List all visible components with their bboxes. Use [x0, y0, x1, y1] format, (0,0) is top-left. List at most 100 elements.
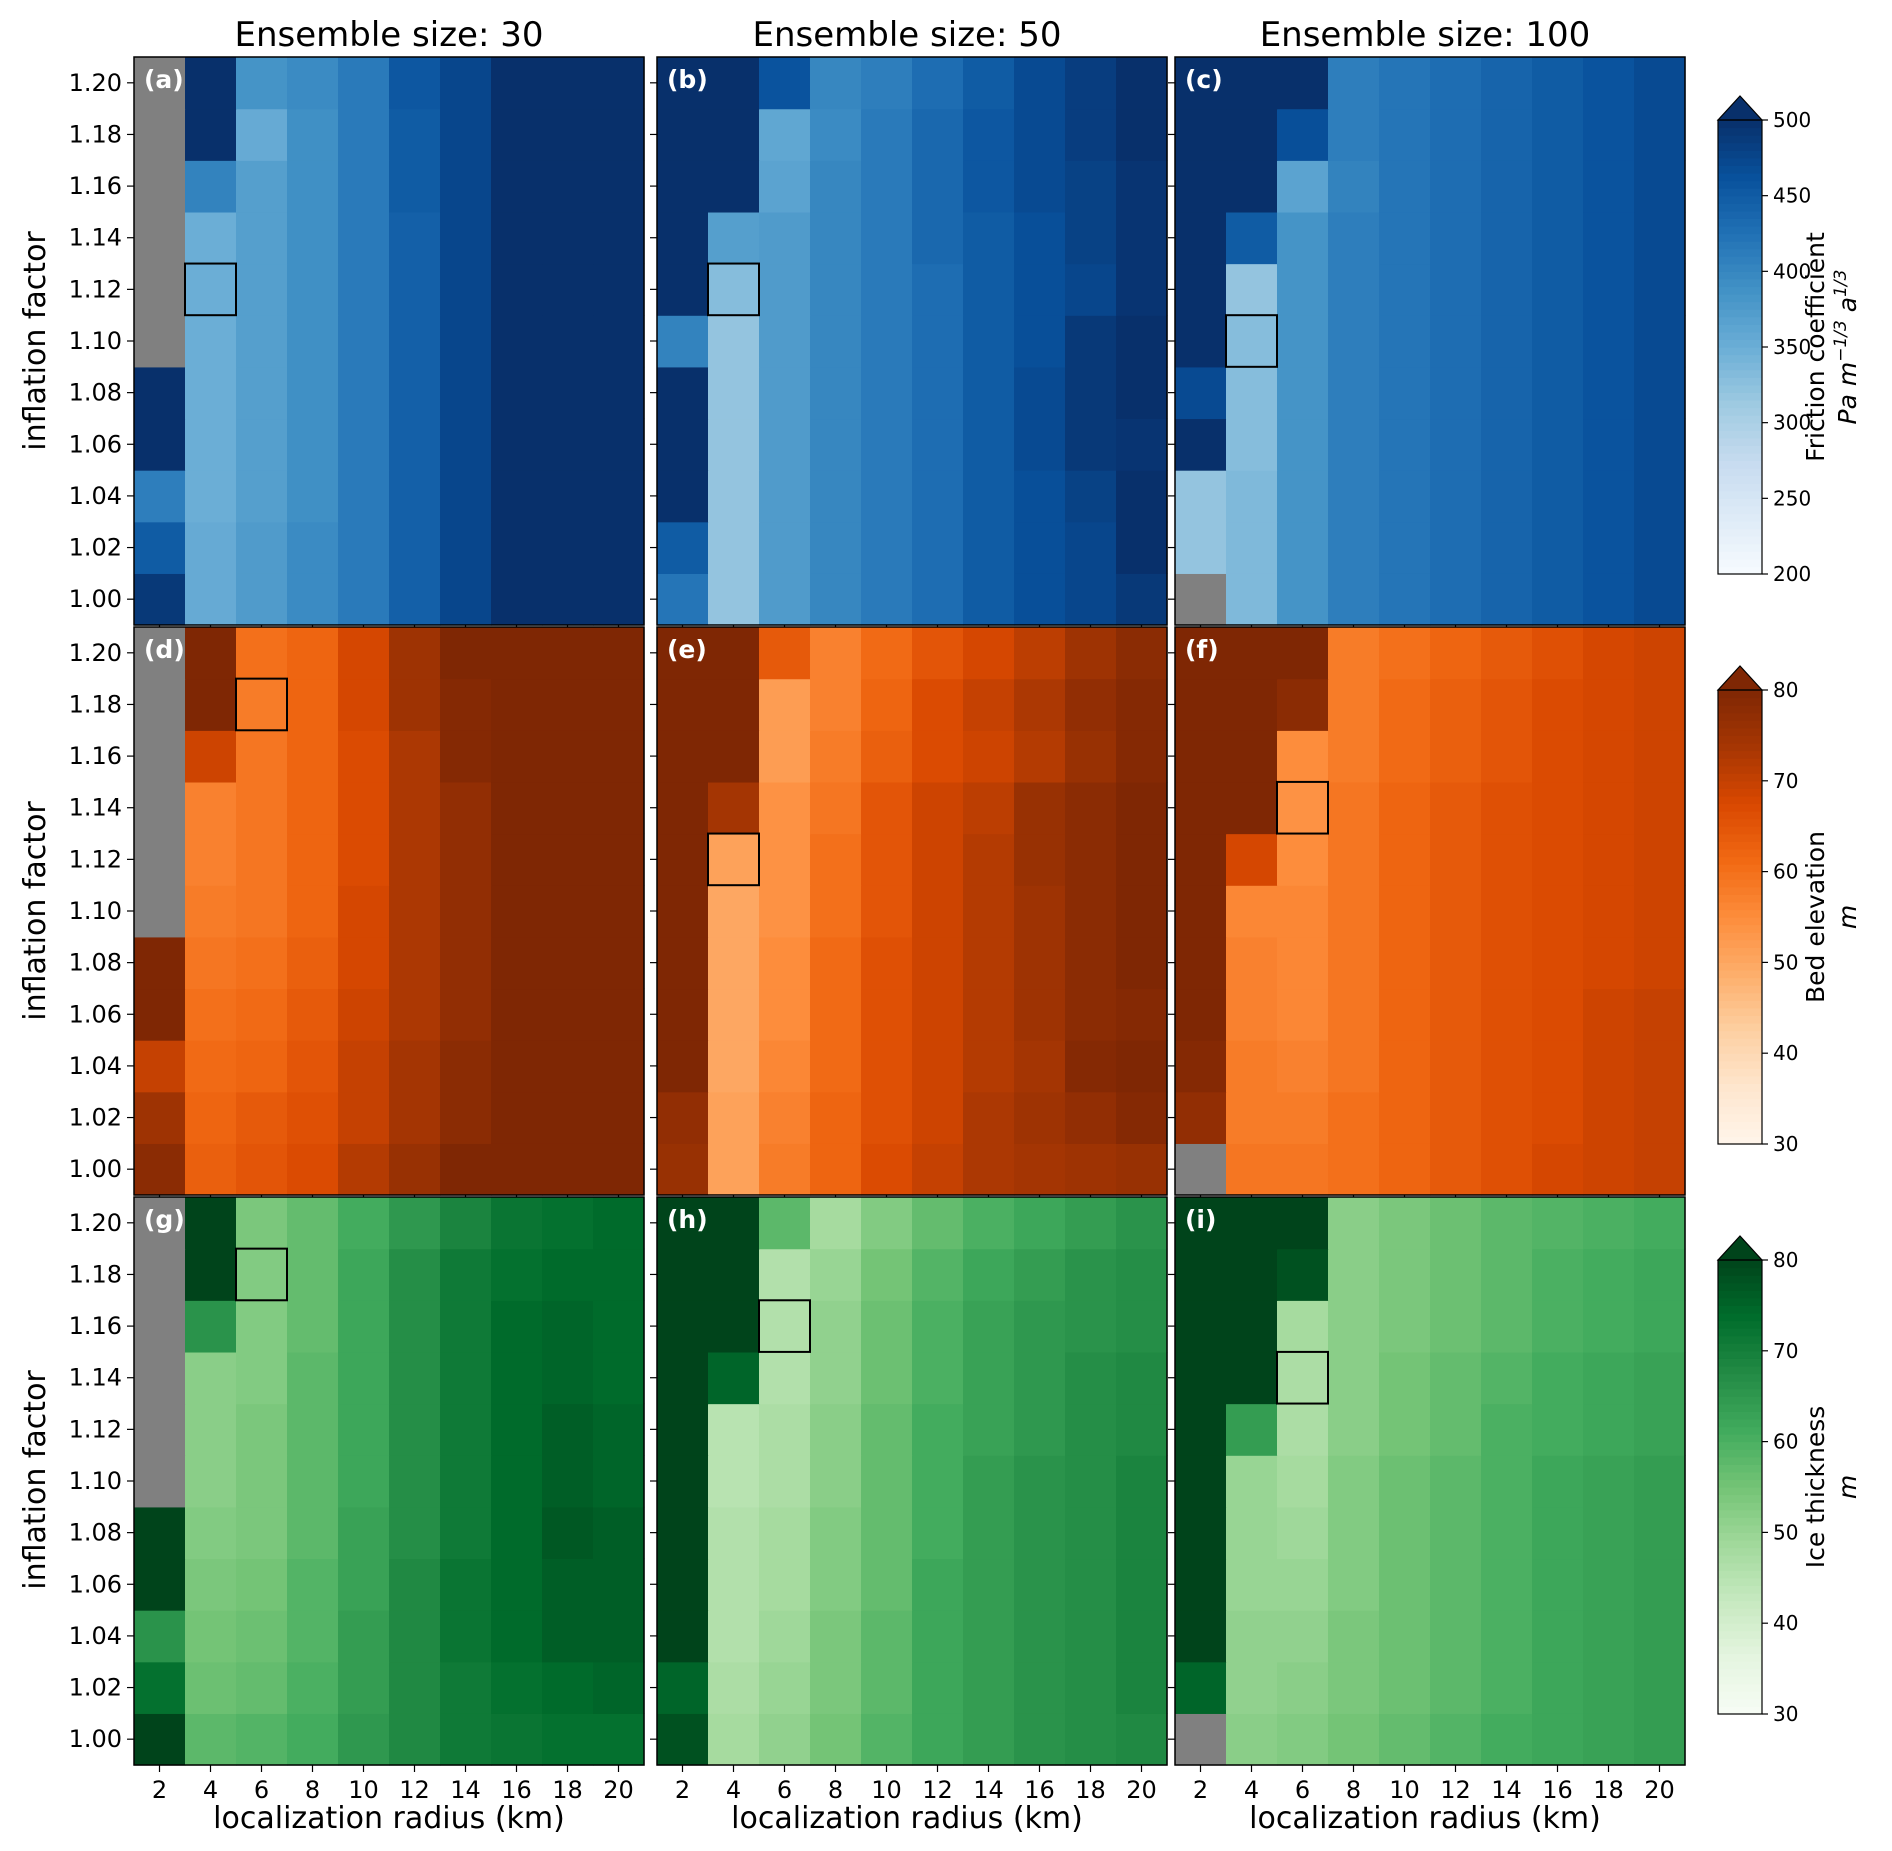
heatmap-cell [657, 160, 709, 213]
heatmap-cell [491, 1091, 543, 1144]
heatmap-cell [1481, 418, 1533, 471]
heatmap-cell [491, 521, 543, 574]
heatmap-cell [134, 833, 186, 886]
heatmap-cell [1116, 57, 1168, 110]
best-setting-highlight [1225, 314, 1278, 368]
colorbar-segment [1718, 871, 1762, 880]
heatmap-cell [657, 1455, 709, 1508]
heatmap-cell [1277, 1197, 1329, 1250]
heatmap-cell [1532, 1610, 1584, 1663]
heatmap-cell [1634, 1143, 1686, 1196]
colorbar-segment [1718, 354, 1762, 363]
heatmap-cell [1065, 366, 1117, 420]
colorbar-segment [1718, 271, 1762, 280]
heatmap-cell [338, 211, 390, 265]
y-tick-label: 1.00 [69, 1725, 122, 1753]
heatmap-cell [338, 1351, 390, 1405]
heatmap-cell [1379, 57, 1431, 110]
heatmap-cell [1226, 160, 1278, 213]
heatmap-cell [708, 418, 760, 471]
colorbar-segment [1718, 1053, 1762, 1062]
heatmap-cell [912, 1197, 964, 1250]
heatmap-cell [912, 627, 964, 680]
heatmap-cell [1328, 730, 1380, 783]
heatmap-cell [1328, 627, 1380, 680]
heatmap-cell [1634, 885, 1686, 938]
heatmap-cell [185, 1248, 237, 1301]
column-title-ens50: Ensemble size: 50 [753, 15, 1062, 55]
colorbar-segment [1718, 1562, 1762, 1571]
heatmap-cell [491, 678, 543, 731]
heatmap-cell [1277, 366, 1329, 420]
heatmap-cell [1634, 418, 1686, 471]
heatmap-cell [338, 936, 390, 990]
heatmap-cell [1634, 160, 1686, 213]
heatmap-cell [1328, 1455, 1380, 1508]
heatmap-cell [389, 1248, 441, 1301]
colorbar-segment [1718, 1668, 1762, 1677]
heatmap-cell [912, 366, 964, 420]
colorbar-segment [1718, 1260, 1762, 1269]
heatmap-cell [338, 470, 390, 523]
heatmap-cell [1430, 627, 1482, 680]
colorbars: 200 250 300 350 400 450 500 30 40 50 60 70 80 30 40 50 6… [1716, 95, 1811, 1726]
x-tick-label: 18 [1593, 1776, 1624, 1804]
heatmap-cell [1430, 1197, 1482, 1250]
heatmap-cell [810, 418, 862, 471]
colorbar-segment [1718, 528, 1762, 537]
heatmap-cell [708, 211, 760, 265]
heatmap-cell [134, 1351, 186, 1405]
heatmap-cell [1116, 315, 1168, 368]
heatmap-cell [912, 833, 964, 886]
heatmap-cell [491, 988, 543, 1041]
heatmap-cell [1116, 366, 1168, 420]
heatmap-cell [1532, 1197, 1584, 1250]
heatmap-cell [1226, 1558, 1278, 1611]
heatmap-cell [1116, 1143, 1168, 1196]
colorbar-segment [1718, 407, 1762, 416]
colorbar-segment [1718, 1638, 1762, 1647]
column-title-ens100: Ensemble size: 100 [1260, 15, 1591, 55]
heatmap-cell [708, 1040, 760, 1093]
heatmap-cell [861, 1351, 913, 1405]
heatmap-cell [810, 1403, 862, 1456]
heatmap-cell [1481, 57, 1533, 110]
colorbar-segment [1718, 157, 1762, 166]
heatmap-cell [861, 418, 913, 471]
heatmap-cell [1634, 936, 1686, 990]
heatmap-cell [1532, 521, 1584, 574]
heatmap-cell [1175, 1248, 1227, 1301]
heatmap-cell [338, 1143, 390, 1196]
heatmap-cell [861, 160, 913, 213]
heatmap-cell [759, 988, 811, 1041]
heatmap-cell [861, 988, 913, 1041]
heatmap-cell [593, 833, 645, 886]
heatmap-cell [542, 418, 594, 471]
heatmap-cell [657, 1351, 709, 1405]
heatmap-cell [1175, 315, 1227, 368]
heatmap-cell [338, 315, 390, 368]
colorbar-segment [1718, 566, 1762, 575]
colorbar-label-friction: Friction coefficient [1801, 232, 1830, 462]
heatmap-cell [1014, 1661, 1066, 1714]
heatmap-cell [491, 1403, 543, 1456]
colorbar-segment [1718, 203, 1762, 212]
heatmap-cell [389, 678, 441, 731]
heatmap-cell [1379, 1197, 1431, 1250]
y-tick-label: 1.10 [69, 1467, 122, 1495]
heatmap-cell [491, 936, 543, 990]
heatmap-cell [708, 1248, 760, 1301]
heatmap-cell [657, 833, 709, 886]
colorbar-segment [1718, 1502, 1762, 1511]
colorbar-segment [1718, 309, 1762, 318]
heatmap-cell [1328, 160, 1380, 213]
heatmap-cell [440, 1197, 492, 1250]
best-setting-highlight [184, 262, 237, 317]
y-tick-label: 1.08 [69, 1519, 122, 1547]
colorbar-segment [1718, 894, 1762, 903]
heatmap-cell [912, 936, 964, 990]
heatmap-cell [1277, 211, 1329, 265]
heatmap-cell [861, 885, 913, 938]
heatmap-cell [1583, 833, 1635, 886]
heatmap-cell [440, 627, 492, 680]
